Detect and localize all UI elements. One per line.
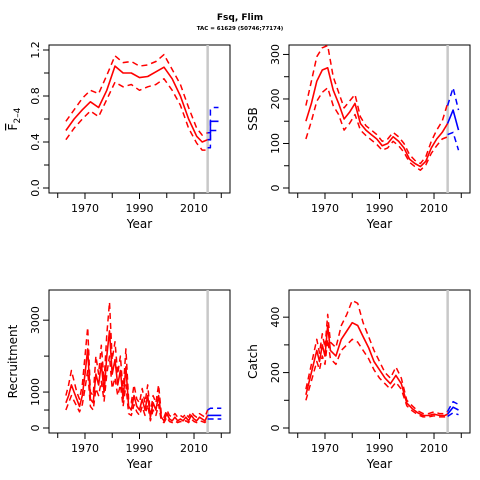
recruitment-x-tick-label: 2010 bbox=[180, 442, 208, 455]
f-plot-frame bbox=[48, 44, 231, 194]
f-y-tick-label: 0.4 bbox=[29, 133, 42, 151]
catch-series-lower bbox=[305, 338, 448, 418]
ssb-series-projection bbox=[446, 109, 460, 131]
recruitment-x-tick-label: 1990 bbox=[126, 442, 154, 455]
ssb-y-tick-label: 200 bbox=[269, 88, 282, 109]
f-series-projection-upper bbox=[207, 106, 219, 134]
ssb-series-projection-upper bbox=[446, 87, 460, 111]
panel-recruitment: 1970 1990 2010 0 1000 3000 Year Recruitment bbox=[6, 289, 231, 471]
catch-x-tick-label: 1970 bbox=[311, 442, 339, 455]
f-x-tick-label: 2010 bbox=[180, 202, 208, 215]
catch-series-estimate bbox=[305, 321, 448, 417]
catch-x-tick-label: 1990 bbox=[366, 442, 394, 455]
figure-subtitle: TAC = 61629 (50746;77174) bbox=[197, 26, 284, 32]
ssb-x-tick-label: 1970 bbox=[311, 202, 339, 215]
recruitment-series-lower bbox=[65, 355, 209, 424]
recruitment-x-tick-label: 1970 bbox=[71, 442, 99, 455]
recruitment-series-upper bbox=[65, 301, 209, 418]
ssb-y-axis-label: SSB bbox=[246, 107, 260, 130]
ssb-y-tick-label: 0 bbox=[269, 185, 282, 192]
ssb-x-axis-label: Year bbox=[366, 217, 392, 231]
catch-series-projection-upper bbox=[446, 400, 459, 412]
panel-ssb: 1970 1990 2010 0 100 200 300 Year SSB bbox=[246, 44, 471, 231]
catch-x-axis-label: Year bbox=[366, 457, 392, 471]
catch-series-projection-lower bbox=[447, 412, 459, 418]
recruitment-y-tick-label: 0 bbox=[29, 425, 42, 432]
f-series-projection-lower bbox=[207, 129, 219, 149]
recruitment-series-projection-upper bbox=[207, 407, 222, 411]
f-y-axis-label: F2–4 bbox=[6, 107, 23, 130]
recruitment-y-tick-label: 3000 bbox=[29, 306, 42, 334]
ssb-x-tick-label: 2010 bbox=[420, 202, 448, 215]
f-y-tick-label: 1.2 bbox=[29, 41, 42, 59]
ssb-series-upper bbox=[305, 44, 449, 165]
ssb-series-estimate bbox=[305, 67, 449, 168]
f-series-upper bbox=[65, 53, 208, 136]
ssb-y-tick-label: 100 bbox=[269, 133, 282, 154]
catch-series-upper bbox=[305, 299, 449, 415]
ssb-series-projection-lower bbox=[447, 131, 460, 151]
catch-y-axis-label: Catch bbox=[246, 344, 260, 379]
panel-f: 1970 1990 2010 0.0 0.4 0.8 1.2 Year F2–4 bbox=[6, 41, 231, 231]
recruitment-y-axis-label: Recruitment bbox=[6, 324, 20, 398]
f-y-axis-label-main: F bbox=[6, 123, 20, 130]
catch-y-tick-label: 0 bbox=[269, 425, 282, 432]
f-y-axis-label-subscript: 2–4 bbox=[13, 107, 23, 123]
f-x-tick-label: 1970 bbox=[71, 202, 99, 215]
recruitment-y-tick-label: 1000 bbox=[29, 378, 42, 406]
catch-x-tick-label: 2010 bbox=[420, 442, 448, 455]
catch-series-projection bbox=[446, 406, 459, 415]
recruitment-x-axis-label: Year bbox=[126, 457, 152, 471]
f-series-lower bbox=[65, 78, 208, 151]
ssb-y-tick-label: 300 bbox=[269, 44, 282, 65]
catch-y-tick-label: 400 bbox=[269, 307, 282, 328]
f-x-axis-label: Year bbox=[126, 217, 152, 231]
f-y-tick-label: 0.8 bbox=[29, 87, 42, 105]
ssb-x-tick-label: 1990 bbox=[366, 202, 394, 215]
f-y-tick-label: 0.0 bbox=[29, 179, 42, 197]
ssb-series-lower bbox=[305, 87, 448, 171]
f-x-tick-label: 1990 bbox=[126, 202, 154, 215]
catch-y-tick-label: 200 bbox=[269, 362, 282, 383]
recruitment-plot-frame bbox=[48, 289, 231, 434]
f-series-estimate bbox=[65, 65, 208, 143]
figure-title: Fsq, Flim bbox=[217, 13, 263, 23]
panel-catch: 1970 1990 2010 0 200 400 Year Catch bbox=[246, 289, 471, 471]
